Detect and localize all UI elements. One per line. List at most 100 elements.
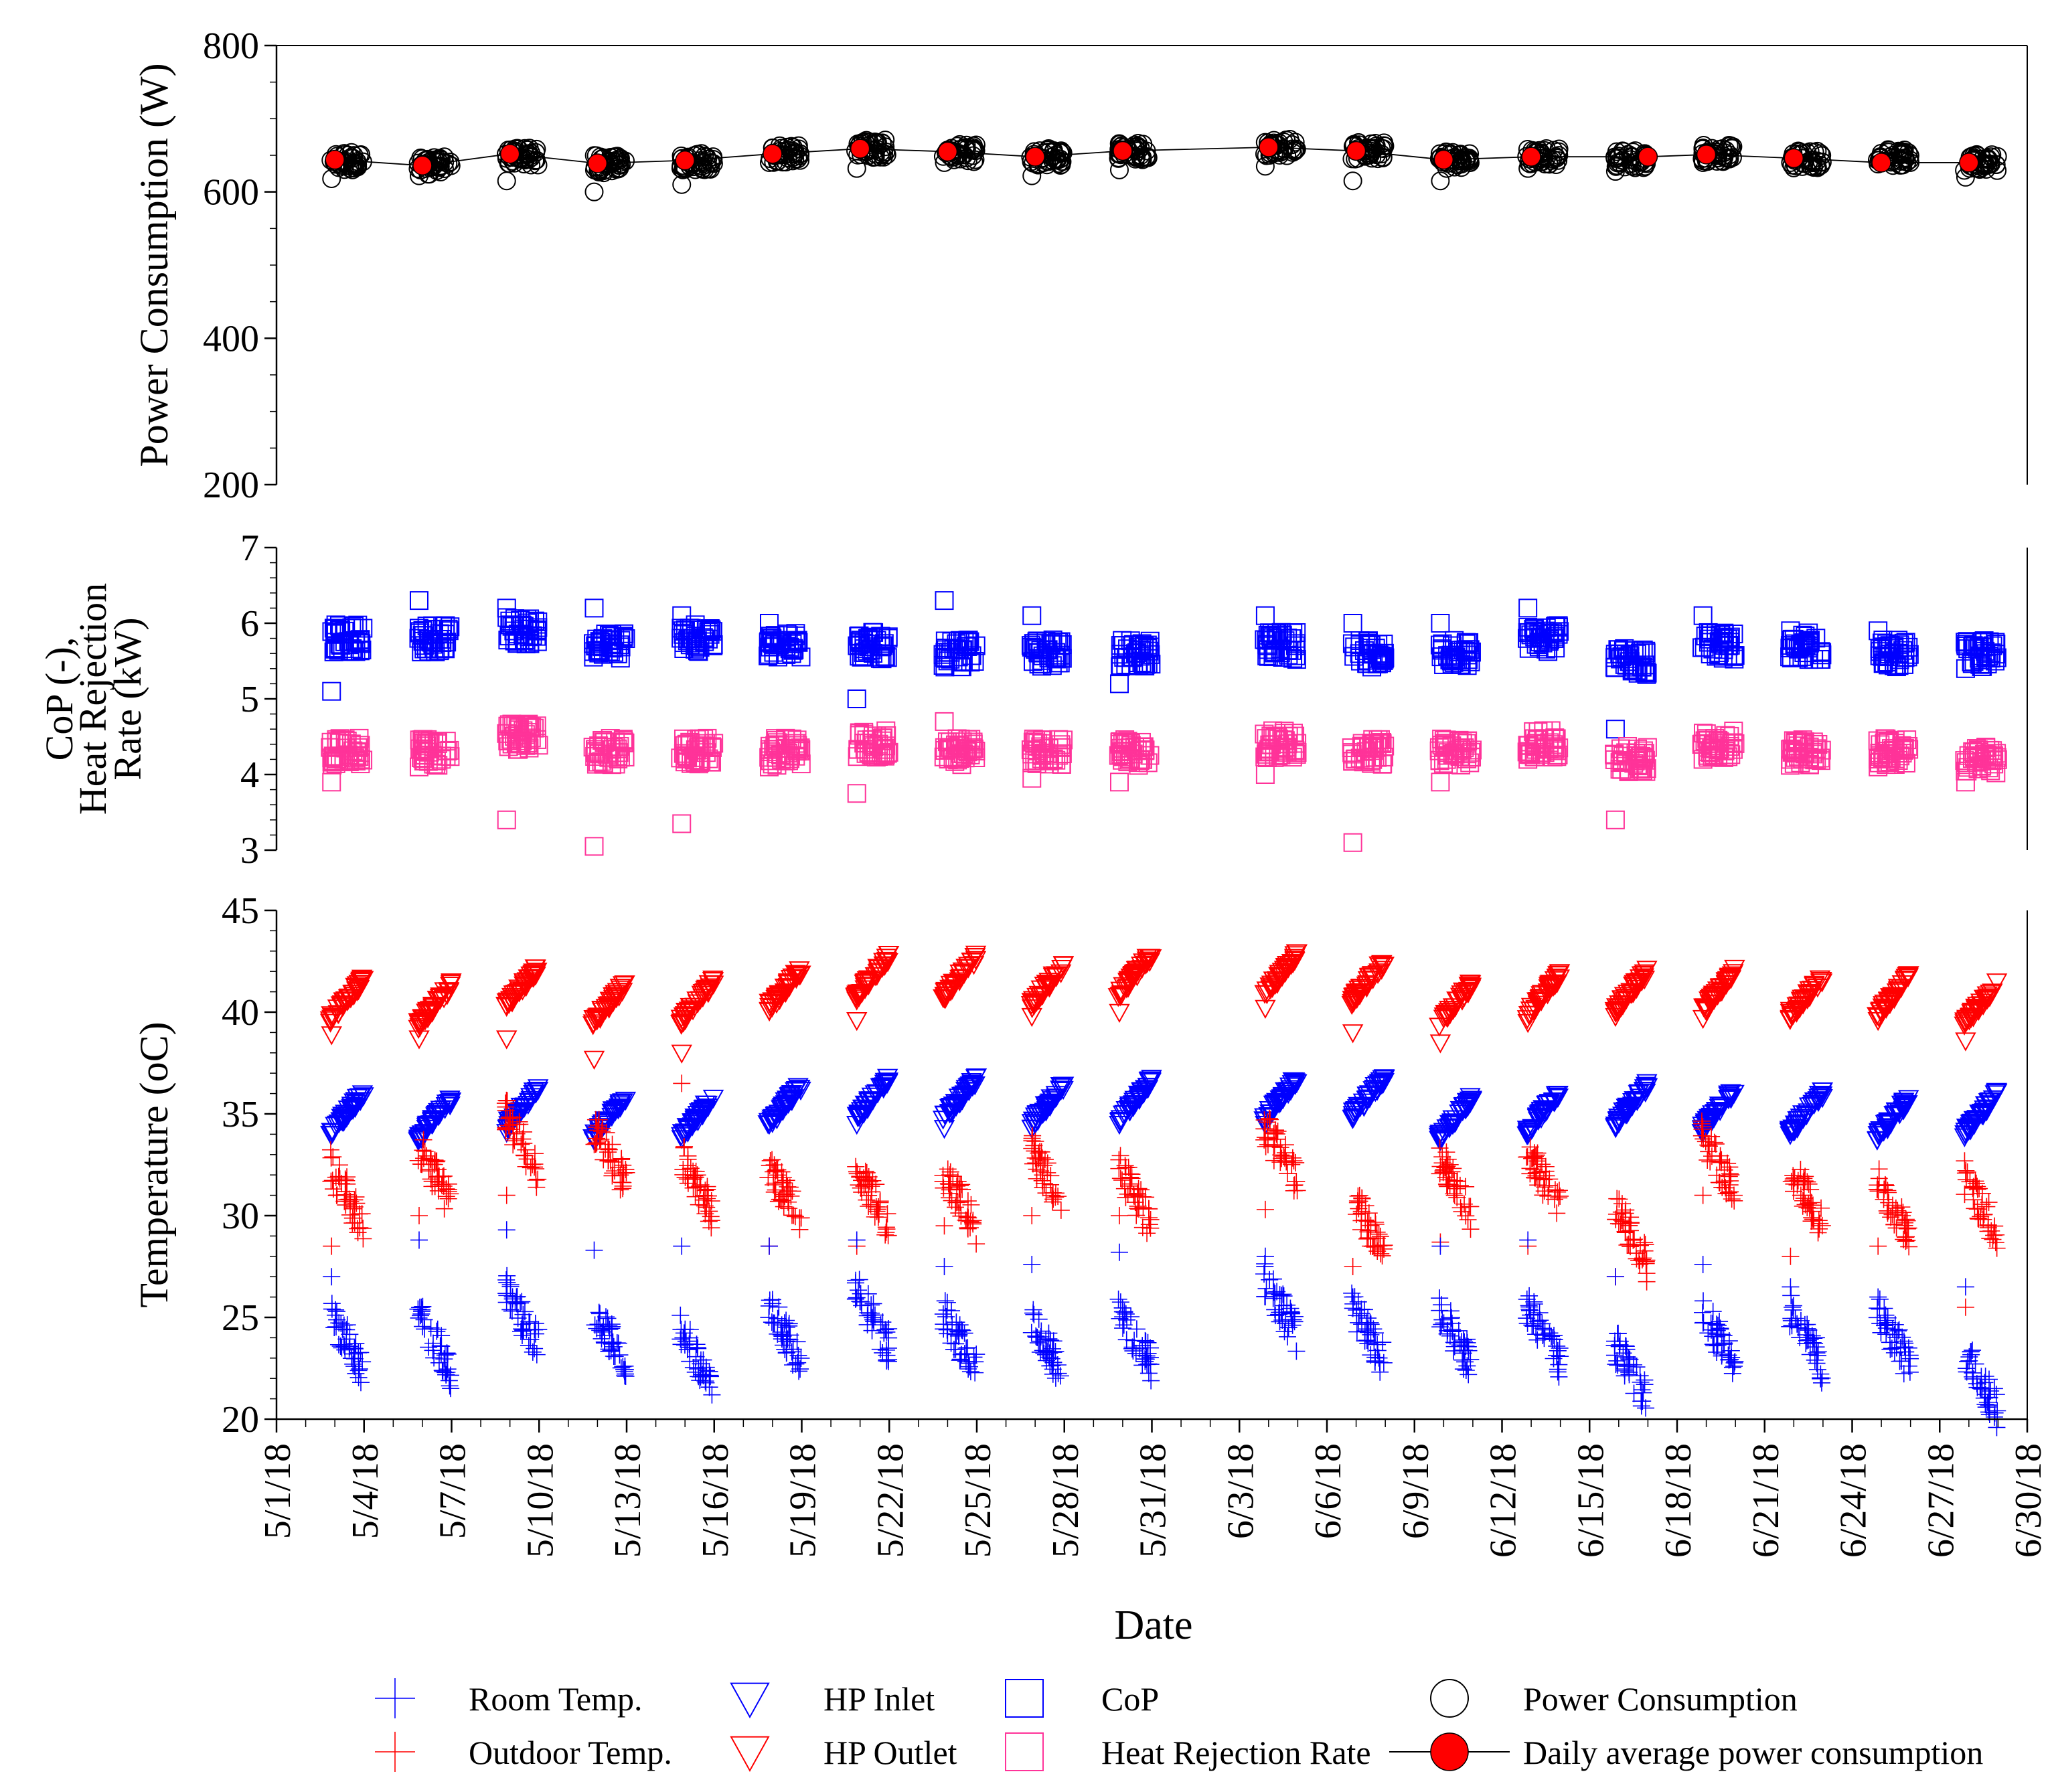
data-point xyxy=(437,1366,455,1384)
data-point xyxy=(1986,973,2008,993)
data-point xyxy=(779,978,800,997)
data-point xyxy=(788,736,807,755)
data-point xyxy=(613,1149,631,1167)
data-point xyxy=(1517,742,1536,762)
data-point xyxy=(863,1183,881,1201)
data-point xyxy=(586,754,606,774)
data-point xyxy=(1975,1206,1993,1224)
data-point xyxy=(759,757,779,777)
data-point xyxy=(602,755,621,775)
data-point xyxy=(876,1068,898,1088)
data-point xyxy=(1054,730,1073,750)
power-series-power-consumption xyxy=(321,129,2007,201)
data-point xyxy=(1879,995,1900,1015)
data-point xyxy=(346,642,366,661)
data-point xyxy=(1622,1208,1640,1226)
data-point xyxy=(1893,1198,1911,1216)
data-point xyxy=(346,1088,368,1108)
data-point xyxy=(349,1088,371,1107)
data-point xyxy=(1139,641,1159,661)
data-point xyxy=(1032,749,1051,768)
data-point xyxy=(1711,1147,1729,1165)
data-point xyxy=(858,629,878,649)
data-point xyxy=(942,739,961,758)
data-point xyxy=(1035,1103,1057,1122)
cop-series-cop xyxy=(322,591,2006,739)
data-point xyxy=(617,1160,635,1178)
data-point xyxy=(1448,1189,1466,1207)
data-point xyxy=(1136,951,1158,971)
data-point xyxy=(1530,986,1552,1005)
data-point xyxy=(1612,647,1632,667)
data-point xyxy=(603,1167,621,1185)
data-point xyxy=(1279,956,1300,975)
data-point xyxy=(420,1338,438,1356)
data-point xyxy=(775,736,795,755)
data-point xyxy=(1605,750,1624,769)
data-point xyxy=(441,1185,459,1203)
data-point xyxy=(1129,1090,1150,1109)
data-point xyxy=(321,1009,343,1029)
data-point xyxy=(1445,631,1464,650)
data-point xyxy=(1367,654,1387,673)
data-point xyxy=(1110,1110,1132,1129)
data-point xyxy=(424,754,443,774)
data-point xyxy=(1607,1115,1629,1134)
data-point xyxy=(769,1192,787,1210)
data-point xyxy=(584,837,604,856)
data-point xyxy=(958,742,977,762)
data-point xyxy=(1023,1207,1041,1224)
data-point xyxy=(1052,738,1071,757)
data-point xyxy=(1543,623,1563,643)
data-point xyxy=(671,1130,692,1149)
data-point xyxy=(1023,1132,1041,1150)
data-point xyxy=(422,1110,443,1129)
data-point xyxy=(606,748,625,767)
temp-y-tick-label: 40 xyxy=(222,992,259,1034)
data-point xyxy=(1549,142,1569,161)
data-point xyxy=(342,618,362,637)
data-point xyxy=(868,1202,886,1220)
data-point xyxy=(958,1082,980,1102)
data-point xyxy=(341,1325,359,1343)
data-point xyxy=(1956,1298,1974,1316)
data-point xyxy=(933,645,953,664)
data-point xyxy=(867,964,888,983)
data-point xyxy=(1042,1167,1060,1185)
data-point xyxy=(1342,1109,1364,1129)
data-point xyxy=(1256,1200,1274,1218)
data-point xyxy=(1350,748,1370,768)
data-point xyxy=(433,1362,451,1380)
data-point xyxy=(952,651,971,671)
data-point xyxy=(680,635,700,655)
data-point xyxy=(501,1109,520,1127)
data-point xyxy=(1782,1247,1800,1265)
data-point xyxy=(1723,740,1743,759)
data-point xyxy=(336,1186,354,1204)
data-point xyxy=(785,968,807,987)
data-point xyxy=(585,1135,603,1153)
data-point xyxy=(1260,980,1281,999)
data-point xyxy=(1693,606,1713,625)
data-point xyxy=(1956,1152,1974,1170)
data-point xyxy=(1633,1250,1651,1269)
data-point xyxy=(325,1319,343,1337)
data-point xyxy=(1525,999,1547,1020)
data-point xyxy=(1969,1105,1990,1124)
data-point xyxy=(349,1092,372,1111)
data-point xyxy=(1536,1101,1558,1121)
data-point xyxy=(1528,722,1548,742)
data-point xyxy=(1453,1203,1471,1221)
data-point xyxy=(509,718,529,738)
data-point xyxy=(1373,1069,1395,1088)
data-point xyxy=(1876,1175,1894,1194)
data-point xyxy=(1546,1181,1564,1199)
data-point xyxy=(1793,750,1812,769)
temp-series-room-temp- xyxy=(323,1221,2006,1437)
data-point xyxy=(516,1303,534,1321)
data-point xyxy=(604,1333,622,1352)
data-point xyxy=(935,1217,953,1235)
data-point xyxy=(702,1212,720,1230)
data-point xyxy=(952,962,973,981)
data-point xyxy=(868,1200,886,1218)
